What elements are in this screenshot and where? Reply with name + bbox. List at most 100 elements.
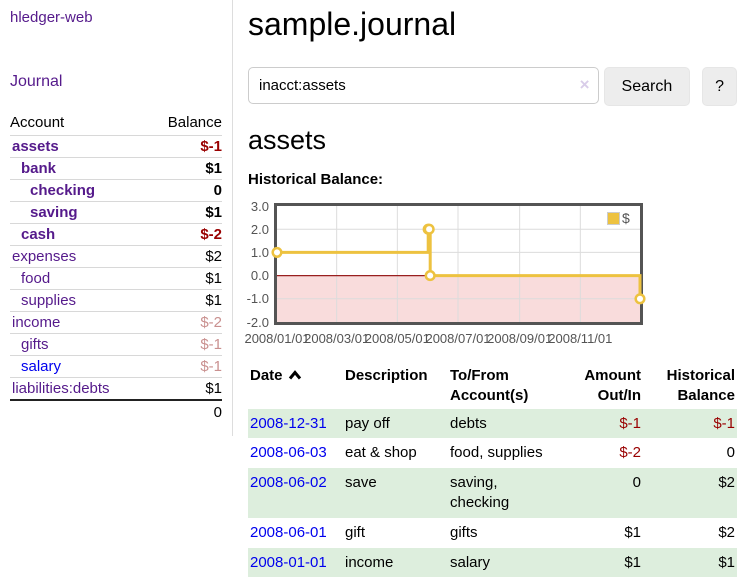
account-row: assets $-1 bbox=[10, 135, 222, 158]
x-axis-tick-label: 2008/05/01 bbox=[364, 331, 430, 346]
register-header-row: Date Description To/From Account(s) Amou… bbox=[248, 363, 737, 409]
sidebar-account-link[interactable]: income bbox=[12, 314, 61, 331]
account-balance: $1 bbox=[205, 380, 222, 397]
transaction-balance: $2 bbox=[718, 474, 735, 492]
account-row: checking 0 bbox=[10, 179, 222, 202]
main-content: sample.journal × Search ? assets Histori… bbox=[244, 0, 737, 578]
account-row: supplies $1 bbox=[10, 289, 222, 312]
column-header-accounts: To/From Account(s) bbox=[450, 367, 529, 404]
transaction-accounts: debts bbox=[450, 414, 487, 432]
accounts-header-row: Account Balance bbox=[10, 112, 222, 136]
account-heading: assets bbox=[248, 125, 327, 155]
sidebar-account-link[interactable]: saving bbox=[30, 204, 78, 221]
sidebar-account-link[interactable]: supplies bbox=[21, 292, 77, 309]
account-balance: 0 bbox=[213, 182, 222, 199]
x-axis-tick-label: 2008/09/01 bbox=[487, 331, 553, 346]
x-axis-tick-label: 2008/03/01 bbox=[304, 331, 370, 346]
transaction-amount: $-1 bbox=[619, 414, 641, 432]
account-name-cell: bank bbox=[10, 158, 147, 180]
page-title: sample.journal bbox=[248, 6, 457, 42]
account-name-cell: supplies bbox=[10, 290, 147, 312]
accounts-header-balance: Balance bbox=[167, 114, 222, 131]
sidebar-item-journal[interactable]: Journal bbox=[10, 73, 63, 90]
account-name-cell: food bbox=[10, 268, 147, 290]
account-name-cell: checking bbox=[10, 180, 147, 202]
account-row: bank $1 bbox=[10, 157, 222, 180]
y-axis-tick-label: -2.0 bbox=[246, 314, 269, 330]
account-balance: $-1 bbox=[200, 138, 222, 155]
transaction-date-cell: 2008-06-01 bbox=[248, 518, 343, 548]
transaction-amount: $1 bbox=[624, 523, 641, 541]
x-axis-tick-label: 2008/11/01 bbox=[548, 331, 613, 346]
account-row: gifts $-1 bbox=[10, 333, 222, 356]
account-row: income $-2 bbox=[10, 311, 222, 334]
search-input[interactable] bbox=[248, 67, 599, 104]
transaction-description: save bbox=[345, 474, 377, 492]
column-header-date[interactable]: Date bbox=[248, 363, 343, 409]
account-balance: $1 bbox=[205, 160, 222, 177]
account-row: expenses $2 bbox=[10, 245, 222, 268]
register-table: Date Description To/From Account(s) Amou… bbox=[248, 363, 737, 578]
transaction-date-link[interactable]: 2008-06-03 bbox=[250, 444, 327, 462]
account-balance: $-2 bbox=[200, 226, 222, 243]
account-balance: $1 bbox=[205, 270, 222, 287]
sidebar-account-link[interactable]: gifts bbox=[21, 336, 49, 353]
transaction-description: income bbox=[345, 553, 394, 571]
transaction-amount: 0 bbox=[632, 474, 641, 492]
account-row: salary $-1 bbox=[10, 355, 222, 378]
chart-title: Historical Balance: bbox=[248, 171, 384, 188]
account-name-cell: salary bbox=[10, 356, 147, 378]
transaction-accounts: food, supplies bbox=[450, 444, 543, 462]
account-balance: $-2 bbox=[200, 314, 222, 331]
account-balance: $2 bbox=[205, 248, 222, 265]
register-row: 2008-12-31 pay off debts $-1 $-1 bbox=[248, 408, 737, 439]
transaction-date-link[interactable]: 2008-06-02 bbox=[250, 474, 327, 492]
account-balance: $-1 bbox=[200, 336, 222, 353]
sidebar-account-link[interactable]: bank bbox=[21, 160, 57, 177]
transaction-date-link[interactable]: 2008-01-01 bbox=[250, 553, 327, 571]
account-name-cell: saving bbox=[10, 202, 147, 224]
legend-series-label: $ bbox=[622, 210, 630, 226]
clear-search-icon[interactable]: × bbox=[579, 75, 590, 94]
transaction-accounts: salary bbox=[450, 553, 491, 571]
search-button[interactable]: Search bbox=[603, 67, 691, 106]
account-name-cell: income bbox=[10, 312, 147, 334]
sidebar-account-link[interactable]: salary bbox=[21, 358, 62, 375]
chart-legend: $ bbox=[605, 209, 632, 227]
sidebar-account-link[interactable]: cash bbox=[21, 226, 56, 243]
legend-color-swatch bbox=[607, 211, 620, 225]
chart-plot-area bbox=[271, 203, 646, 325]
sidebar: hledger-web Journal Account Balance asse… bbox=[0, 0, 233, 436]
help-button[interactable]: ? bbox=[702, 67, 737, 106]
sidebar-account-link[interactable]: assets bbox=[12, 138, 59, 155]
search-form: × Search ? bbox=[248, 67, 737, 106]
transaction-balance: 0 bbox=[726, 444, 735, 462]
sidebar-account-link[interactable]: checking bbox=[30, 182, 96, 199]
sidebar-account-link[interactable]: expenses bbox=[12, 248, 77, 265]
transaction-balance: $-1 bbox=[713, 414, 735, 432]
transaction-date-link[interactable]: 2008-12-31 bbox=[250, 414, 327, 432]
sort-asc-icon bbox=[288, 370, 301, 380]
accounts-header-account: Account bbox=[10, 114, 65, 131]
account-name-cell: gifts bbox=[10, 334, 147, 356]
x-axis-tick-label: 2008/07/01 bbox=[425, 331, 491, 346]
register-row: 2008-01-01 income salary $1 $1 bbox=[248, 547, 737, 578]
account-row: liabilities:debts $1 bbox=[10, 377, 222, 401]
transaction-description: gift bbox=[345, 523, 366, 541]
account-row: food $1 bbox=[10, 267, 222, 290]
account-balance: $1 bbox=[205, 292, 222, 309]
transaction-date-link[interactable]: 2008-06-01 bbox=[250, 523, 327, 541]
transaction-accounts: saving, checking bbox=[450, 474, 510, 511]
account-row: saving $1 bbox=[10, 201, 222, 224]
app-title-link[interactable]: hledger-web bbox=[10, 9, 93, 26]
x-axis-tick-label: 2008/01/01 bbox=[244, 331, 310, 346]
y-axis-tick-label: 3.0 bbox=[250, 198, 269, 214]
transaction-date-cell: 2008-12-31 bbox=[248, 409, 343, 439]
sidebar-account-link[interactable]: liabilities:debts bbox=[12, 380, 110, 397]
transaction-amount: $1 bbox=[624, 553, 641, 571]
sidebar-account-link[interactable]: food bbox=[21, 270, 51, 287]
transaction-date-cell: 2008-06-03 bbox=[248, 438, 343, 468]
register-row: 2008-06-03 eat & shop food, supplies $-2 0 bbox=[248, 438, 737, 468]
account-row: cash $-2 bbox=[10, 223, 222, 246]
accounts-total-value: 0 bbox=[147, 399, 222, 424]
